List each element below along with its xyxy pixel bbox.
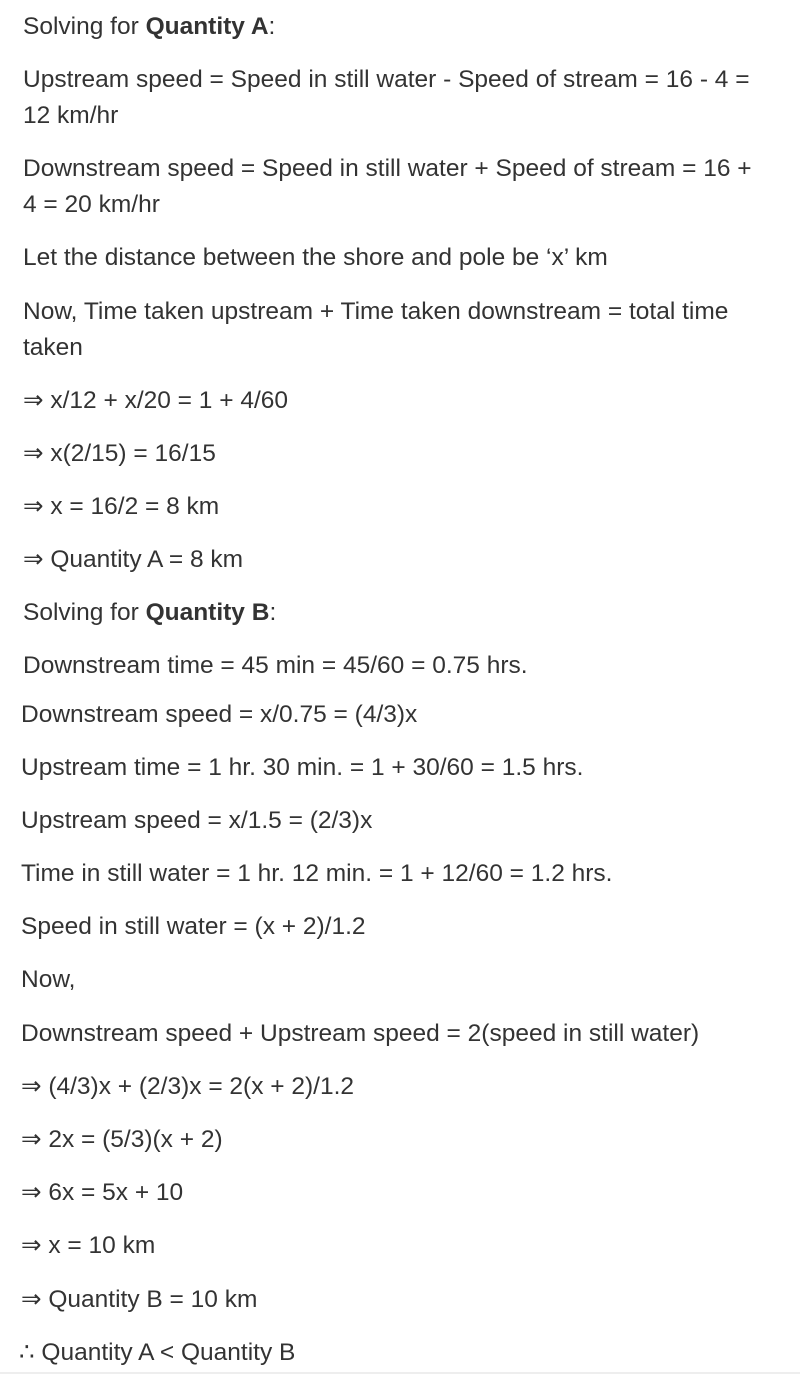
now-time-line1: Now, Time taken upstream + Time taken do… <box>23 298 729 325</box>
bottom-divider <box>0 1372 800 1374</box>
quantity-a-heading: Solving for Quantity A: <box>23 9 275 45</box>
heading-suffix: : <box>268 13 276 40</box>
quantity-b-step1: ⇒ (4/3)x + (2/3)x = 2(x + 2)/1.2 <box>21 1073 355 1100</box>
upstream-speed-text: Upstream speed = x/1.5 = (2/3)x <box>21 807 373 834</box>
speed-relation-text: Downstream speed + Upstream speed = 2(sp… <box>21 1020 700 1047</box>
quantity-b-step3: ⇒ 6x = 5x + 10 <box>21 1179 184 1206</box>
let-distance-text: Let the distance between the shore and p… <box>23 244 608 271</box>
heading-suffix: : <box>269 599 277 626</box>
quantity-a-result: ⇒ Quantity A = 8 km <box>23 546 244 573</box>
upstream-time-text: Upstream time = 1 hr. 30 min. = 1 + 30/6… <box>21 754 584 781</box>
still-water-time-text: Time in still water = 1 hr. 12 min. = 1 … <box>21 860 613 887</box>
quantity-a-step1: ⇒ x/12 + x/20 = 1 + 4/60 <box>23 387 289 414</box>
still-water-speed-text: Speed in still water = (x + 2)/1.2 <box>21 913 366 940</box>
upstream-speed-line2: 12 km/hr <box>23 102 119 129</box>
heading-prefix: Solving for <box>23 13 146 40</box>
quantity-b-result: ⇒ Quantity B = 10 km <box>21 1286 258 1313</box>
heading-bold: Quantity A <box>145 13 269 40</box>
heading-bold: Quantity B <box>145 599 270 626</box>
now-text: Now, <box>21 966 76 993</box>
downstream-speed-line1: Downstream speed = Speed in still water … <box>23 155 752 182</box>
conclusion-text: ∴ Quantity A < Quantity B <box>19 1339 296 1366</box>
downstream-speed-line2: 4 = 20 km/hr <box>23 191 160 218</box>
quantity-b-step2: ⇒ 2x = (5/3)(x + 2) <box>21 1126 223 1153</box>
quantity-b-heading: Solving for Quantity B: <box>23 595 276 631</box>
upstream-speed-line1: Upstream speed = Speed in still water - … <box>23 66 750 93</box>
downstream-speed-text: Downstream speed = x/0.75 = (4/3)x <box>21 701 418 728</box>
quantity-a-step2: ⇒ x(2/15) = 16/15 <box>23 440 216 467</box>
now-time-line2: taken <box>23 334 83 361</box>
heading-prefix: Solving for <box>23 599 146 626</box>
quantity-a-step3: ⇒ x = 16/2 = 8 km <box>23 493 220 520</box>
downstream-time-text: Downstream time = 45 min = 45/60 = 0.75 … <box>23 652 528 679</box>
quantity-b-step4: ⇒ x = 10 km <box>21 1232 156 1259</box>
